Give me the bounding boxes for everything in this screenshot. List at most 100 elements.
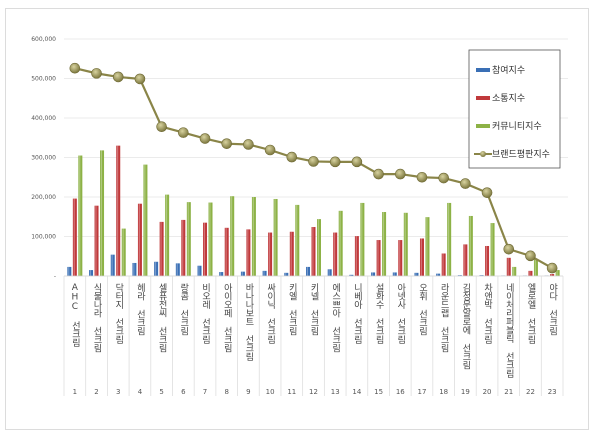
bar-highlight [556, 270, 558, 276]
bar-highlight [182, 219, 184, 276]
bar-highlight [513, 266, 515, 276]
category-rank: 11 [287, 388, 296, 396]
bar-2-6 [186, 202, 191, 276]
bar-2-1 [78, 155, 83, 276]
legend-swatch-1 [476, 96, 490, 100]
y-tick-label: 500,000 [31, 76, 56, 83]
bar-highlight [426, 217, 428, 276]
bar-2-11 [295, 204, 300, 276]
bar-highlight [393, 272, 395, 276]
line-point-13 [329, 156, 341, 168]
category-rank: 13 [331, 388, 340, 396]
line-point-19 [460, 178, 471, 189]
line-point-2 [91, 68, 102, 79]
category-label: 에스쁘아 선크림 [330, 283, 340, 353]
bar-highlight [187, 202, 189, 276]
line-point-4 [134, 73, 146, 85]
bar-1-13 [333, 232, 338, 276]
bar-highlight [268, 232, 271, 276]
line-point-22 [525, 250, 536, 262]
line-point-7 [199, 133, 211, 144]
category-rank: 10 [266, 388, 275, 396]
legend-label-2: 커뮤니티지수 [492, 121, 542, 132]
bar-2-18 [447, 202, 452, 276]
bar-2-14 [360, 202, 365, 276]
bar-highlight [111, 254, 113, 276]
bar-2-16 [403, 212, 408, 276]
line-point-17 [416, 171, 428, 183]
category-rank: 14 [352, 388, 361, 396]
y-tick-label: 400,000 [31, 115, 56, 122]
bar-highlight [485, 245, 488, 276]
line-point-20 [481, 187, 493, 198]
bar-2-19 [468, 215, 473, 276]
bar-highlight [79, 155, 81, 276]
y-tick-label: - [54, 273, 56, 280]
bar-2-23 [555, 270, 560, 276]
bar-highlight [415, 272, 417, 276]
bar-highlight [209, 202, 211, 276]
bar-highlight [420, 238, 422, 276]
bar-0-13 [327, 269, 332, 276]
bar-highlight [100, 150, 103, 276]
bar-highlight [328, 269, 330, 276]
bar-highlight [241, 271, 243, 276]
bar-highlight [404, 212, 406, 276]
bar-1-23 [550, 274, 555, 276]
bar-2-12 [317, 219, 321, 276]
bar-highlight [355, 236, 357, 276]
bar-highlight [491, 223, 493, 276]
bar-highlight [333, 232, 336, 276]
bar-0-2 [89, 270, 94, 276]
bar-1-2 [94, 205, 99, 276]
category-label: 네이처리퍼블릭 선크림 [504, 283, 514, 378]
chart-frame [5, 8, 589, 430]
bar-1-22 [528, 270, 533, 276]
bar-highlight [312, 227, 314, 276]
legend-label-3: 브랜드평판지수 [492, 149, 550, 160]
bar-highlight [296, 204, 298, 276]
category-label: 김정문알로에 선크림 [460, 282, 470, 370]
bar-highlight [361, 202, 363, 276]
bar-highlight [447, 202, 450, 276]
bar-0-18 [436, 273, 441, 276]
bar-1-7 [203, 222, 208, 276]
bar-highlight [534, 259, 536, 276]
category-rank: 4 [138, 388, 143, 396]
y-tick-label: 300,000 [31, 155, 56, 162]
legend-marker [480, 151, 486, 157]
y-tick-label: 100,000 [31, 234, 56, 241]
bar-highlight [274, 198, 276, 276]
category-label: 아이오페 선크림 [222, 283, 232, 353]
bar-highlight [122, 228, 124, 276]
category-label: 식물나라 선크림 [92, 283, 102, 353]
bar-2-17 [425, 217, 430, 276]
bar-1-11 [289, 231, 294, 276]
category-label: 랑콤 선크림 [178, 282, 188, 336]
bar-2-10 [273, 198, 278, 276]
bar-highlight [339, 210, 341, 276]
bar-highlight [529, 270, 531, 276]
bar-0-12 [306, 266, 310, 276]
category-rank: 1 [73, 388, 77, 396]
bar-highlight [231, 196, 233, 276]
category-rank: 3 [116, 388, 120, 396]
bar-highlight [382, 212, 385, 276]
bar-2-21 [512, 266, 517, 276]
bar-1-18 [441, 253, 446, 276]
line-point-8 [221, 138, 233, 149]
category-label: 아넷사 선크림 [395, 283, 405, 344]
bar-highlight [464, 244, 466, 276]
bar-1-9 [246, 229, 251, 276]
category-rank: 22 [526, 388, 535, 396]
category-rank: 7 [203, 388, 207, 396]
category-rank: 9 [246, 388, 250, 396]
category-label: 라운드랩 선크림 [439, 283, 449, 353]
bar-0-3 [110, 254, 115, 276]
category-label: 키넬 선크림 [309, 283, 319, 336]
bar-1-20 [485, 245, 490, 276]
bar-highlight [220, 272, 222, 276]
legend-label-1: 소통지수 [492, 93, 525, 104]
bar-highlight [263, 270, 265, 276]
